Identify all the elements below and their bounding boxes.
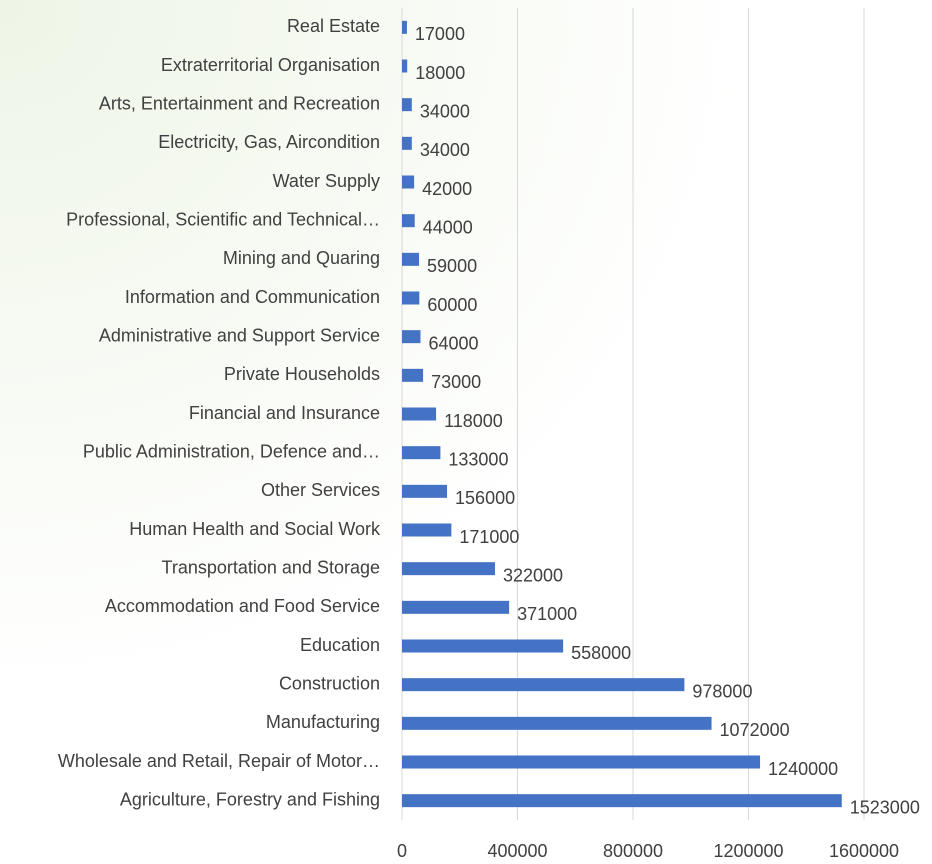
y-tick-label: Transportation and Storage: [162, 557, 380, 577]
bar: [402, 678, 685, 692]
y-tick-label: Arts, Entertainment and Recreation: [99, 93, 380, 113]
x-tick-label: 1600000: [829, 841, 899, 861]
y-tick-label: Construction: [279, 673, 380, 693]
y-tick-label: Education: [300, 635, 380, 655]
y-tick-label: Water Supply: [273, 171, 380, 191]
y-tick-label: Public Administration, Defence and…: [83, 441, 380, 461]
x-tick-label: 800000: [603, 841, 663, 861]
value-label: 322000: [503, 565, 563, 585]
y-tick-label: Financial and Insurance: [189, 403, 380, 423]
value-label: 1072000: [720, 720, 790, 740]
value-label: 42000: [422, 179, 472, 199]
y-tick-label: Manufacturing: [266, 712, 380, 732]
bar: [402, 755, 761, 769]
bar: [402, 600, 510, 614]
value-label: 1523000: [850, 797, 920, 817]
bar: [402, 20, 407, 34]
value-label: 59000: [427, 256, 477, 276]
y-tick-label: Wholesale and Retail, Repair of Motor…: [58, 751, 380, 771]
x-tick-label: 1200000: [713, 841, 783, 861]
y-tick-label: Mining and Quaring: [223, 248, 380, 268]
value-label: 60000: [427, 295, 477, 315]
bar: [402, 136, 412, 150]
y-tick-label: Private Households: [224, 364, 380, 384]
y-tick-label: Extraterritorial Organisation: [161, 55, 380, 75]
bar: [402, 484, 448, 498]
bar: [402, 446, 441, 460]
bar: [402, 639, 564, 653]
bar: [402, 98, 412, 112]
y-tick-label: Agriculture, Forestry and Fishing: [120, 789, 380, 809]
value-label: 371000: [517, 604, 577, 624]
bar: [402, 562, 495, 576]
value-label: 978000: [692, 681, 752, 701]
bar: [402, 794, 842, 808]
bar: [402, 59, 408, 73]
value-label: 44000: [423, 217, 473, 237]
value-label: 34000: [420, 140, 470, 160]
bar: [402, 291, 420, 305]
value-label: 34000: [420, 101, 470, 121]
bar: [402, 214, 415, 228]
value-label: 156000: [455, 488, 515, 508]
value-label: 17000: [415, 24, 465, 44]
value-label: 133000: [448, 449, 508, 469]
value-label: 18000: [415, 63, 465, 83]
bar: [402, 368, 424, 382]
value-label: 1240000: [768, 759, 838, 779]
value-label: 118000: [444, 411, 503, 431]
bar: [402, 175, 415, 189]
y-tick-label: Professional, Scientific and Technical…: [66, 209, 380, 229]
x-tick-label: 400000: [487, 841, 547, 861]
bar: [402, 523, 452, 537]
y-tick-label: Information and Communication: [125, 287, 380, 307]
bar: [402, 252, 420, 266]
bar: [402, 330, 421, 344]
value-label: 171000: [459, 527, 519, 547]
y-tick-label: Accommodation and Food Service: [105, 596, 380, 616]
x-tick-label: 0: [397, 841, 407, 861]
y-tick-label: Electricity, Gas, Aircondition: [158, 132, 380, 152]
value-label: 558000: [571, 643, 631, 663]
bar: [402, 716, 712, 730]
y-tick-label: Real Estate: [287, 16, 380, 36]
bar: [402, 407, 437, 421]
y-tick-label: Administrative and Support Service: [99, 325, 380, 345]
y-tick-label: Human Health and Social Work: [129, 519, 381, 539]
value-label: 73000: [431, 372, 481, 392]
y-tick-label: Other Services: [261, 480, 380, 500]
value-label: 64000: [428, 333, 478, 353]
